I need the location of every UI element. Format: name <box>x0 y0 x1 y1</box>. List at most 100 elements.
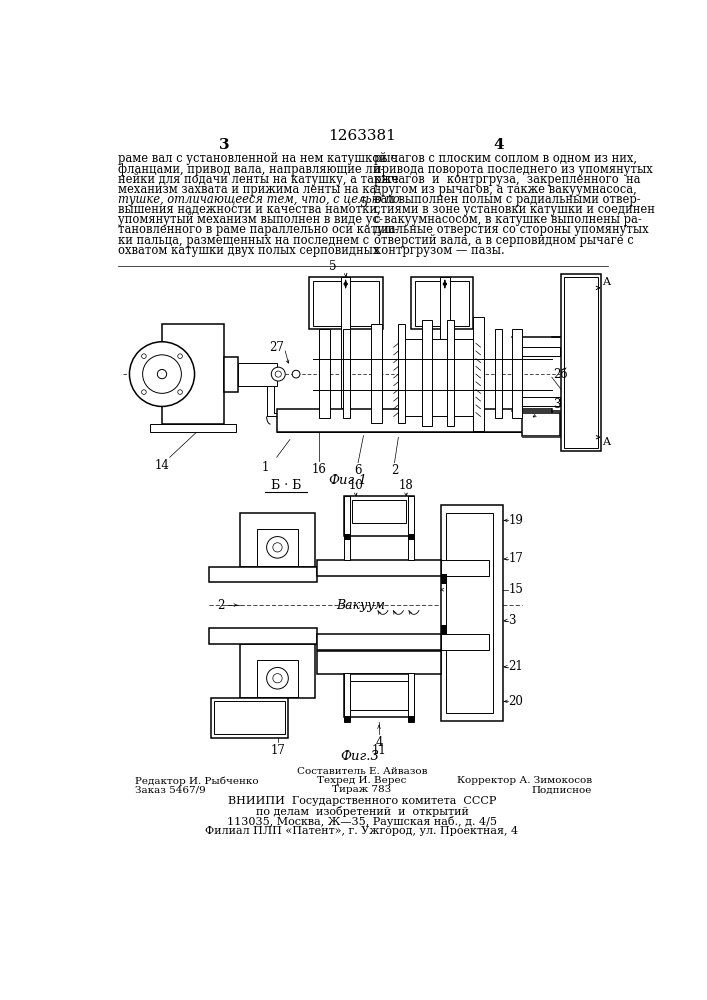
Text: Тираж 783: Тираж 783 <box>332 785 392 794</box>
Circle shape <box>143 355 182 393</box>
Bar <box>313 281 379 326</box>
Text: 5: 5 <box>329 260 337 273</box>
Bar <box>441 560 489 576</box>
Bar <box>522 347 559 356</box>
Bar <box>371 324 382 423</box>
Bar <box>276 409 552 432</box>
Text: Фиг.3: Фиг.3 <box>340 750 379 763</box>
Text: вышения надежности и качества намотки,: вышения надежности и качества намотки, <box>118 203 380 216</box>
Text: ки пальца, размещенных на последнем с: ки пальца, размещенных на последнем с <box>118 234 369 247</box>
Bar <box>211 698 288 738</box>
Circle shape <box>273 674 282 683</box>
Text: отверстий вала, а в серповидном рычаге с: отверстий вала, а в серповидном рычаге с <box>373 234 633 247</box>
Text: с вакуумнасосом, в катушке выполнены ра-: с вакуумнасосом, в катушке выполнены ра- <box>373 213 641 226</box>
Bar <box>344 496 351 560</box>
Text: 1263381: 1263381 <box>328 129 396 143</box>
Text: Заказ 5467/9: Заказ 5467/9 <box>135 785 206 794</box>
Bar <box>421 320 433 426</box>
Bar <box>408 534 414 540</box>
Text: 1: 1 <box>262 461 269 474</box>
Bar <box>398 339 476 416</box>
Bar <box>317 560 441 576</box>
Bar <box>351 681 408 710</box>
Bar <box>344 534 351 540</box>
Text: тушке, отличающееся тем, что, с целью по-: тушке, отличающееся тем, что, с целью по… <box>118 193 403 206</box>
Bar <box>414 281 469 326</box>
Text: 2: 2 <box>217 599 225 612</box>
Text: 18: 18 <box>399 479 414 492</box>
Bar <box>257 529 298 566</box>
Text: рычагов с плоским соплом в одном из них,: рычагов с плоским соплом в одном из них, <box>373 152 636 165</box>
Bar <box>448 320 454 426</box>
Text: Составитель Е. Айвазов: Составитель Е. Айвазов <box>297 767 427 776</box>
Circle shape <box>271 367 285 381</box>
Bar <box>352 500 406 523</box>
Bar <box>512 329 522 418</box>
Bar <box>257 660 298 697</box>
Text: 2: 2 <box>391 464 398 477</box>
Bar <box>344 673 351 722</box>
Bar <box>317 651 441 674</box>
Bar <box>408 496 414 560</box>
Bar <box>440 277 450 408</box>
Bar <box>408 673 414 722</box>
Circle shape <box>273 543 282 552</box>
Bar <box>441 574 448 584</box>
Text: Подписное: Подписное <box>532 785 592 794</box>
Bar <box>209 628 317 644</box>
Text: фланцами, привод вала, направляющие ли-: фланцами, привод вала, направляющие ли- <box>118 163 384 176</box>
Bar <box>162 324 224 424</box>
Bar <box>238 363 276 386</box>
Text: 4: 4 <box>375 736 382 749</box>
Text: стиями в зоне установки катушки и соединен: стиями в зоне установки катушки и соедин… <box>373 203 655 216</box>
Text: нейки для подачи ленты на катушку, а также: нейки для подачи ленты на катушку, а так… <box>118 173 399 186</box>
Bar <box>408 716 414 722</box>
Text: Корректор А. Зимокосов: Корректор А. Зимокосов <box>457 776 592 785</box>
Bar <box>151 424 235 432</box>
Text: 3: 3 <box>218 138 229 152</box>
Text: 6: 6 <box>354 464 362 477</box>
Text: A: A <box>602 437 610 447</box>
Text: Б · Б: Б · Б <box>271 479 301 492</box>
Bar <box>224 357 238 392</box>
Text: другом из рычагов, а также вакуумнасоса,: другом из рычагов, а также вакуумнасоса, <box>373 183 636 196</box>
Bar <box>522 397 559 406</box>
Text: Редактор И. Рыбченко: Редактор И. Рыбченко <box>135 776 259 786</box>
Bar <box>344 674 414 717</box>
Text: 14: 14 <box>155 459 170 472</box>
Text: привода поворота последнего из упомянутых: привода поворота последнего из упомянуты… <box>373 163 653 176</box>
Text: Техред И. Верес: Техред И. Верес <box>317 776 407 785</box>
Text: 20: 20 <box>508 695 523 708</box>
Text: 19: 19 <box>508 514 523 527</box>
Bar <box>209 567 317 582</box>
Circle shape <box>141 390 146 394</box>
Text: 113035, Москва, Ж—35, Раушская наб., д. 4/5: 113035, Москва, Ж—35, Раушская наб., д. … <box>227 816 497 827</box>
Bar <box>341 277 351 408</box>
Bar <box>397 324 404 423</box>
Text: 2б: 2б <box>554 368 568 381</box>
Bar <box>446 513 493 713</box>
Circle shape <box>275 371 281 377</box>
Text: 5: 5 <box>361 197 368 210</box>
Text: механизм захвата и прижима ленты на ка-: механизм захвата и прижима ленты на ка- <box>118 183 380 196</box>
Text: 11: 11 <box>372 744 386 757</box>
Bar <box>522 413 559 436</box>
Text: 4: 4 <box>493 138 504 152</box>
Text: тановленного в раме параллельно оси катуш-: тановленного в раме параллельно оси кату… <box>118 223 398 236</box>
Circle shape <box>177 390 182 394</box>
Bar <box>495 329 502 418</box>
Text: охватом катушки двух полых серповидных: охватом катушки двух полых серповидных <box>118 244 379 257</box>
Text: 17: 17 <box>271 744 286 757</box>
Text: 27: 27 <box>269 341 284 354</box>
Circle shape <box>292 370 300 378</box>
Bar <box>564 277 598 448</box>
Bar <box>411 277 473 329</box>
Circle shape <box>129 342 194 406</box>
Bar <box>441 634 489 650</box>
Text: 15: 15 <box>508 583 523 596</box>
Text: Вакуум: Вакуум <box>337 599 385 612</box>
Text: раме вал с установленной на нем катушкой с: раме вал с установленной на нем катушкой… <box>118 152 397 165</box>
Bar <box>214 701 285 734</box>
Bar <box>441 625 448 634</box>
Bar <box>344 496 414 536</box>
